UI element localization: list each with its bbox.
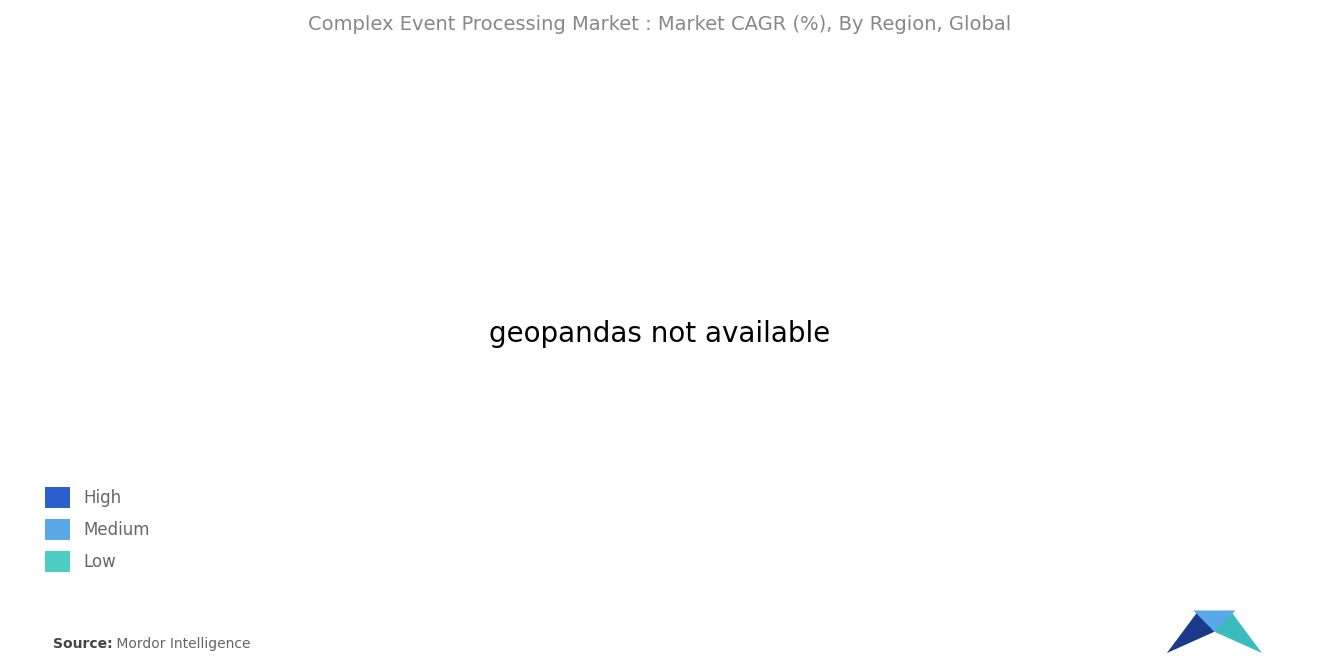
Text: Source:: Source: (53, 637, 112, 652)
Text: Mordor Intelligence: Mordor Intelligence (112, 637, 251, 652)
Text: geopandas not available: geopandas not available (490, 320, 830, 348)
Legend: High, Medium, Low: High, Medium, Low (36, 479, 157, 580)
Polygon shape (1193, 610, 1236, 632)
Polygon shape (1167, 610, 1214, 653)
Title: Complex Event Processing Market : Market CAGR (%), By Region, Global: Complex Event Processing Market : Market… (309, 15, 1011, 34)
Polygon shape (1214, 610, 1262, 653)
